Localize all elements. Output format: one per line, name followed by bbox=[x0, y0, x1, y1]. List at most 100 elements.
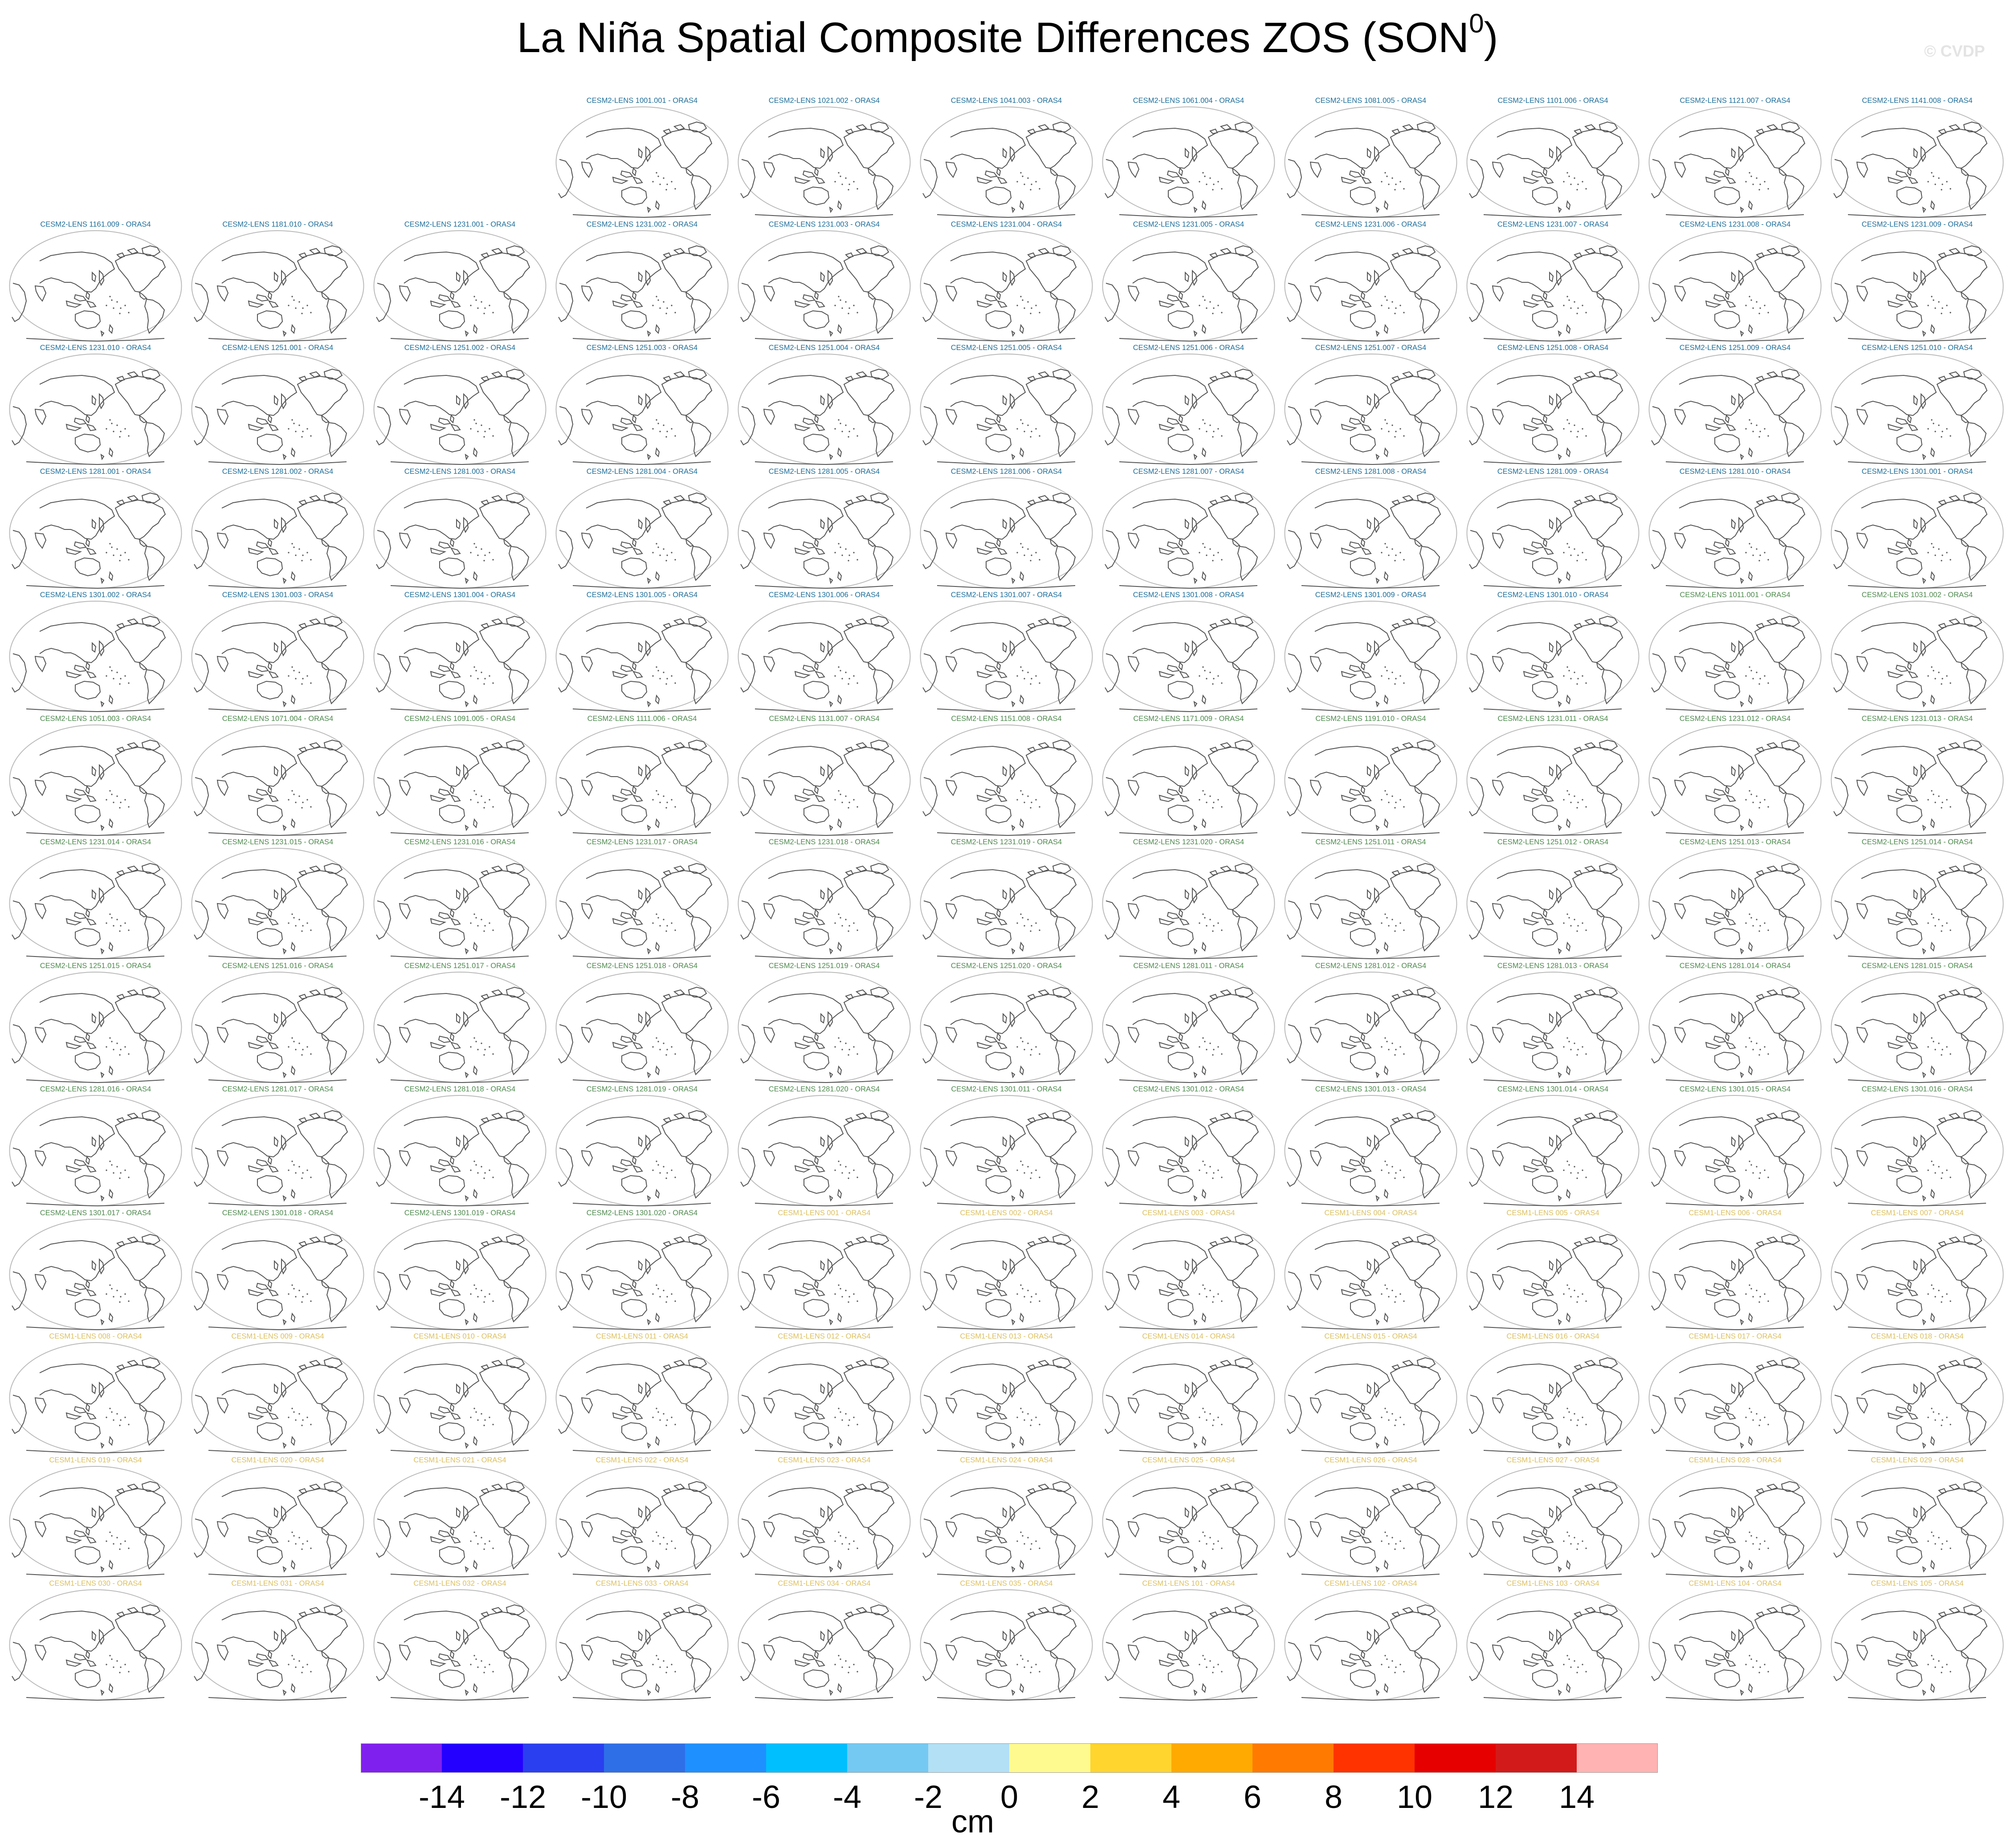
coastlines bbox=[558, 739, 713, 836]
coastlines bbox=[558, 863, 713, 960]
map-panel: CESM2-LENS 1231.001 - ORAS4 bbox=[369, 220, 551, 343]
panel-label: CESM2-LENS 1301.003 - ORAS4 bbox=[222, 591, 334, 599]
coastlines bbox=[1105, 986, 1259, 1083]
colorbar-box bbox=[523, 1743, 604, 1773]
map-panel: CESM1-LENS 031 - ORAS4 bbox=[187, 1579, 369, 1702]
colorbar-tick-label: -10 bbox=[580, 1779, 628, 1815]
panel-label: CESM2-LENS 1231.015 - ORAS4 bbox=[222, 838, 334, 846]
map-panel: CESM2-LENS 1231.014 - ORAS4 bbox=[4, 838, 187, 961]
panel-label: CESM2-LENS 1251.016 - ORAS4 bbox=[222, 961, 334, 970]
world-map-icon bbox=[1102, 971, 1275, 1083]
coastlines bbox=[1651, 739, 1806, 836]
map-panel: CESM1-LENS 017 - ORAS4 bbox=[1644, 1332, 1826, 1455]
panel-label: CESM2-LENS 1041.003 - ORAS4 bbox=[950, 97, 1062, 105]
world-map-icon bbox=[1648, 1095, 1822, 1207]
title-close: ) bbox=[1484, 14, 1498, 61]
coastlines bbox=[194, 368, 348, 465]
map-panel: CESM2-LENS 1231.015 - ORAS4 bbox=[187, 838, 369, 961]
world-map-icon bbox=[9, 230, 182, 342]
map-panel: CESM1-LENS 021 - ORAS4 bbox=[369, 1456, 551, 1579]
coastlines bbox=[12, 1357, 166, 1454]
map-panel: CESM2-LENS 1231.010 - ORAS4 bbox=[4, 343, 187, 467]
panel-label: CESM2-LENS 1231.011 - ORAS4 bbox=[1497, 714, 1608, 723]
map-panel: CESM2-LENS 1231.016 - ORAS4 bbox=[369, 838, 551, 961]
panel-label: CESM2-LENS 1301.010 - ORAS4 bbox=[1497, 591, 1609, 599]
panel-label: CESM2-LENS 1231.013 - ORAS4 bbox=[1861, 714, 1973, 723]
title-superscript: 0 bbox=[1469, 8, 1484, 38]
map-panel: CESM2-LENS 1281.018 - ORAS4 bbox=[369, 1085, 551, 1208]
world-map-icon bbox=[920, 1589, 1093, 1701]
coastlines bbox=[1469, 121, 1623, 218]
map-panel: CESM2-LENS 1301.013 - ORAS4 bbox=[1280, 1085, 1462, 1208]
world-map-icon bbox=[1102, 1095, 1275, 1207]
world-map-icon bbox=[1648, 1342, 1822, 1454]
panel-label: CESM2-LENS 1251.007 - ORAS4 bbox=[1315, 344, 1427, 352]
panel-label: CESM2-LENS 1061.004 - ORAS4 bbox=[1133, 97, 1244, 105]
coastlines bbox=[1469, 1481, 1623, 1577]
panel-label: CESM2-LENS 1281.008 - ORAS4 bbox=[1315, 467, 1427, 476]
world-map-icon bbox=[920, 1342, 1093, 1454]
panel-label: CESM1-LENS 033 - ORAS4 bbox=[596, 1579, 689, 1587]
map-panel: CESM2-LENS 1251.011 - ORAS4 bbox=[1280, 838, 1462, 961]
panel-label: CESM2-LENS 1231.009 - ORAS4 bbox=[1861, 220, 1973, 228]
panel-label: CESM2-LENS 1251.015 - ORAS4 bbox=[40, 961, 151, 970]
coastlines bbox=[12, 615, 166, 712]
panel-label: CESM2-LENS 1251.005 - ORAS4 bbox=[950, 344, 1062, 352]
panel-label: CESM1-LENS 032 - ORAS4 bbox=[413, 1579, 506, 1587]
map-panel: CESM2-LENS 1231.005 - ORAS4 bbox=[1097, 220, 1280, 343]
panel-label: CESM2-LENS 1281.010 - ORAS4 bbox=[1679, 467, 1791, 476]
map-panel: CESM2-LENS 1251.004 - ORAS4 bbox=[733, 343, 915, 467]
map-panel: CESM2-LENS 1281.004 - ORAS4 bbox=[551, 467, 733, 590]
coastlines bbox=[1651, 368, 1806, 465]
panel-label: CESM2-LENS 1251.002 - ORAS4 bbox=[404, 344, 516, 352]
colorbar-tick-label: 8 bbox=[1324, 1779, 1343, 1815]
colorbar-tick-label: 12 bbox=[1477, 1779, 1514, 1815]
world-map-icon bbox=[555, 354, 729, 465]
coastlines bbox=[922, 1481, 1077, 1577]
coastlines bbox=[376, 739, 530, 836]
world-map-icon bbox=[191, 1218, 364, 1330]
coastlines bbox=[1469, 863, 1623, 960]
coastlines bbox=[1469, 368, 1623, 465]
coastlines bbox=[1651, 1357, 1806, 1454]
coastlines bbox=[1833, 739, 1988, 836]
panel-label: CESM2-LENS 1301.008 - ORAS4 bbox=[1133, 591, 1244, 599]
world-map-icon bbox=[1648, 477, 1822, 589]
coastlines bbox=[1287, 1357, 1441, 1454]
panel-label: CESM2-LENS 1251.017 - ORAS4 bbox=[404, 961, 516, 970]
coastlines bbox=[740, 1604, 895, 1701]
world-map-icon bbox=[191, 724, 364, 836]
panel-label: CESM1-LENS 023 - ORAS4 bbox=[778, 1456, 871, 1464]
world-map-icon bbox=[920, 106, 1093, 218]
map-panel: CESM2-LENS 1251.005 - ORAS4 bbox=[915, 343, 1097, 467]
world-map-icon bbox=[555, 1589, 729, 1701]
panel-label: CESM2-LENS 1281.011 - ORAS4 bbox=[1133, 961, 1244, 970]
coastlines bbox=[12, 245, 166, 342]
world-map-icon bbox=[373, 1589, 547, 1701]
map-panel: CESM2-LENS 1231.007 - ORAS4 bbox=[1462, 220, 1644, 343]
panel-label: CESM1-LENS 007 - ORAS4 bbox=[1871, 1209, 1964, 1217]
world-map-icon bbox=[1466, 848, 1640, 960]
world-map-icon bbox=[1284, 724, 1457, 836]
world-map-icon bbox=[738, 230, 911, 342]
map-panel: CESM2-LENS 1151.008 - ORAS4 bbox=[915, 714, 1097, 838]
panel-label: CESM2-LENS 1121.007 - ORAS4 bbox=[1680, 97, 1791, 105]
map-panel: CESM2-LENS 1281.013 - ORAS4 bbox=[1462, 961, 1644, 1085]
world-map-icon bbox=[1466, 1095, 1640, 1207]
world-map-icon bbox=[1102, 1465, 1275, 1577]
panel-label: CESM2-LENS 1011.001 - ORAS4 bbox=[1680, 591, 1791, 599]
world-map-icon bbox=[1466, 971, 1640, 1083]
coastlines bbox=[1833, 121, 1988, 218]
panel-label: CESM2-LENS 1251.020 - ORAS4 bbox=[950, 961, 1062, 970]
map-panel: CESM1-LENS 105 - ORAS4 bbox=[1826, 1579, 2008, 1702]
colorbar-tick-label: 10 bbox=[1396, 1779, 1433, 1815]
world-map-icon bbox=[1284, 230, 1457, 342]
coastlines bbox=[1105, 1357, 1259, 1454]
map-panel: CESM2-LENS 1081.005 - ORAS4 bbox=[1280, 96, 1462, 220]
world-map-icon bbox=[738, 1218, 911, 1330]
map-panel: CESM2-LENS 1281.006 - ORAS4 bbox=[915, 467, 1097, 590]
panel-label: CESM2-LENS 1231.008 - ORAS4 bbox=[1679, 220, 1791, 228]
world-map-icon bbox=[9, 971, 182, 1083]
world-map-icon bbox=[738, 1342, 911, 1454]
coastlines bbox=[922, 1110, 1077, 1207]
